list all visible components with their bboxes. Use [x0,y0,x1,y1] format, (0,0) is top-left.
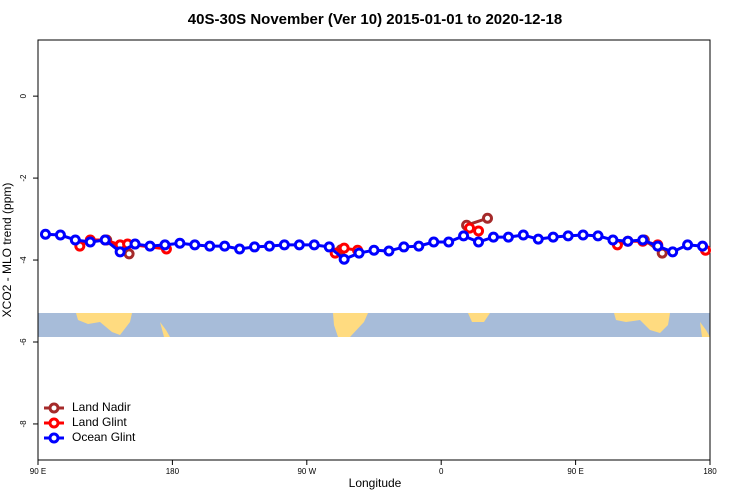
data-point [159,239,171,251]
data-point [667,246,679,258]
data-point [353,247,365,259]
x-tick-label: 90 E [30,467,46,476]
x-tick-label: 90 W [297,467,316,476]
data-point [517,229,529,241]
data-point [428,236,440,248]
data-point [308,239,320,251]
data-point [144,240,156,252]
data-point [174,237,186,249]
data-point [697,240,709,252]
data-point [84,236,96,248]
data-point [473,236,485,248]
data-point [682,239,694,251]
data-point [204,240,216,252]
data-point [234,243,246,255]
data-point [338,242,350,254]
data-point [481,212,493,224]
x-tick-label: 0 [439,467,444,476]
y-tick-label: 0 [19,93,28,98]
data-point [607,234,619,246]
data-point [473,225,485,237]
data-point [532,233,544,245]
data-point [99,234,111,246]
data-point [622,235,634,247]
data-point [592,230,604,242]
data-point [562,230,574,242]
y-tick-label: -4 [19,256,28,264]
data-point [464,222,476,234]
x-tick-label: 90 E [567,467,583,476]
legend-label: Ocean Glint [72,430,136,444]
data-point [547,231,559,243]
chart-title: 40S-30S November (Ver 10) 2015-01-01 to … [188,11,562,28]
data-point [487,231,499,243]
x-tick-label: 180 [166,467,180,476]
data-point [383,245,395,257]
data-point [249,241,261,253]
data-point [293,239,305,251]
data-point [398,241,410,253]
data-point [123,248,135,260]
data-point [129,238,141,250]
legend-label: Land Glint [72,415,127,429]
data-point [69,234,81,246]
y-tick-label: -6 [19,338,28,346]
legend-label: Land Nadir [72,400,131,414]
y-tick-label: -2 [19,174,28,182]
data-point [338,253,350,265]
data-point [189,239,201,251]
data-point [577,229,589,241]
data-point [263,240,275,252]
legend-marker [48,432,60,444]
y-tick-label: -8 [19,420,28,428]
data-point [54,229,66,241]
data-point [652,240,664,252]
data-point [114,246,126,258]
data-point [413,240,425,252]
x-tick-label: 180 [703,467,717,476]
data-point [39,228,51,240]
data-point [443,236,455,248]
x-axis-label: Longitude [349,476,402,490]
data-point [458,230,470,242]
y-axis-label: XCO2 - MLO trend (ppm) [0,183,14,318]
data-point [637,234,649,246]
data-point [323,241,335,253]
map-strip [38,313,710,337]
data-point [368,244,380,256]
legend-marker [48,402,60,414]
data-point [278,239,290,251]
data-point [502,231,514,243]
legend-marker [48,417,60,429]
data-point [219,240,231,252]
